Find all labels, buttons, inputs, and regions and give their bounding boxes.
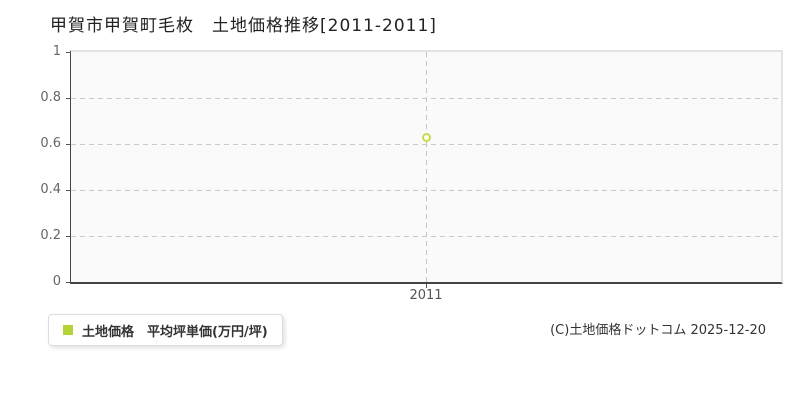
y-axis-tick-label: 1 (52, 44, 61, 59)
y-axis-tick (66, 97, 71, 99)
y-axis-tick-label: 0.2 (40, 228, 61, 243)
y-axis-tick-label: 0.4 (40, 182, 61, 197)
copyright-text: (C)土地価格ドットコム 2025-12-20 (550, 323, 766, 338)
legend-label: 土地価格 平均坪単価(万円/坪) (82, 324, 268, 340)
legend: 土地価格 平均坪単価(万円/坪) (48, 314, 283, 346)
x-axis-tick-label: 2011 (409, 288, 443, 303)
y-axis-tick (66, 281, 71, 283)
y-axis-tick (66, 189, 71, 191)
y-axis-tick-label: 0.6 (40, 136, 61, 151)
gridline-vertical (425, 52, 427, 282)
y-axis-tick (66, 51, 71, 53)
chart-title: 甲賀市甲賀町毛枚 土地価格推移[2011-2011] (50, 16, 437, 36)
y-axis-tick-label: 0.8 (40, 90, 61, 105)
legend-marker-icon (63, 325, 73, 335)
y-axis-tick (66, 143, 71, 145)
y-axis-tick-label: 0 (52, 274, 61, 289)
data-point[interactable] (421, 132, 431, 142)
plot-area: 0 0.2 0.4 0.6 0.8 1 2011 (40, 44, 783, 303)
y-axis-tick (66, 235, 71, 237)
x-axis-tick (425, 284, 427, 288)
